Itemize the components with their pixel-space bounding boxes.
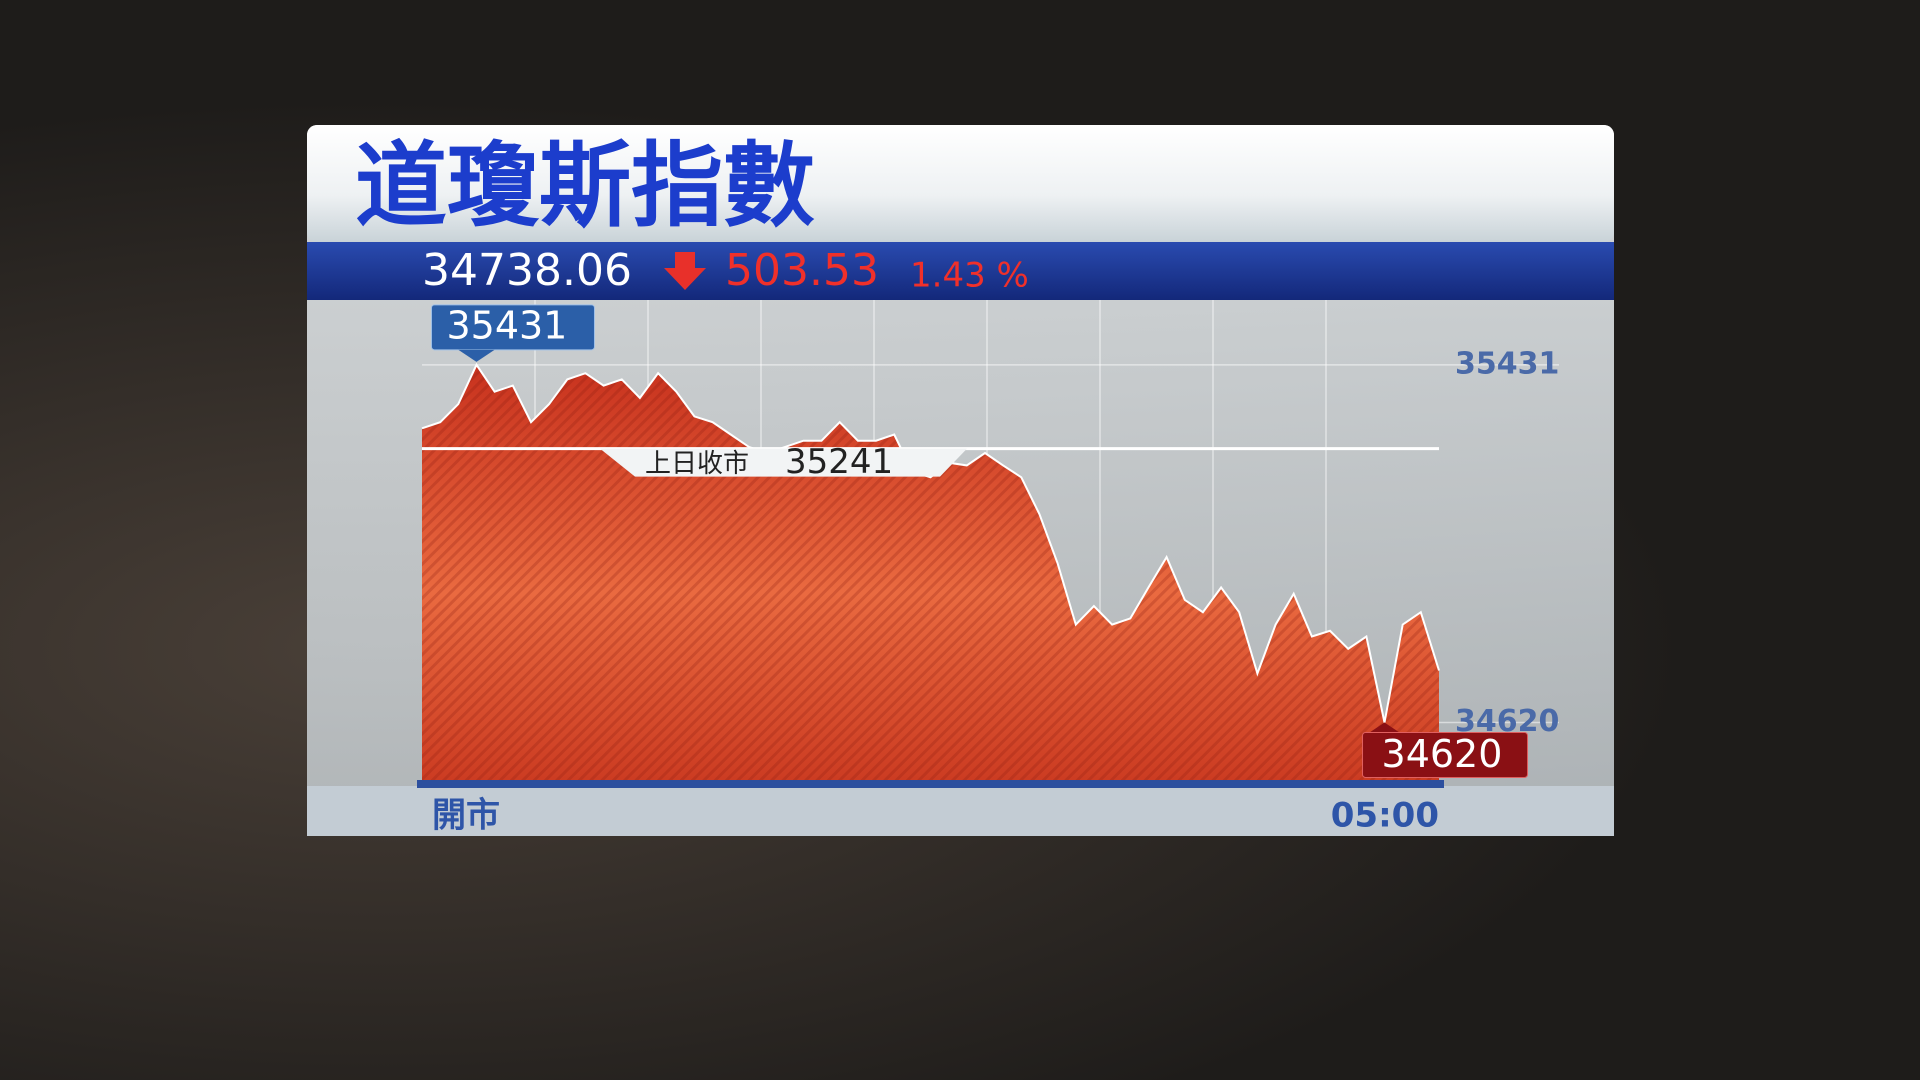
high-pointer [458, 349, 495, 362]
title-band [307, 125, 1614, 242]
x-tick-label: 05:00 [1331, 796, 1439, 836]
last-value: 34738.06 [422, 245, 632, 296]
x-axis-line [417, 780, 1444, 788]
low-label: 34620 [1382, 732, 1503, 776]
chart-title: 道瓊斯指數 [355, 132, 815, 239]
reference-label-box [600, 448, 967, 477]
reference-value: 35241 [785, 442, 893, 482]
reference-label: 上日收市 [645, 449, 749, 479]
down-arrow [664, 252, 706, 290]
low-pointer [1366, 722, 1403, 735]
high-label-box [430, 304, 595, 351]
high-label: 35431 [446, 303, 567, 347]
low-label-box [1362, 731, 1529, 778]
line [421, 362, 1440, 723]
y-tick-label: 35431 [1455, 346, 1559, 381]
x-tick-label: 開市 [432, 796, 500, 836]
x-axis-strip [307, 786, 1614, 836]
quote-bar [307, 242, 1614, 300]
change: 503.53 [725, 245, 879, 296]
change-percent: 1.43 % [910, 256, 1029, 296]
